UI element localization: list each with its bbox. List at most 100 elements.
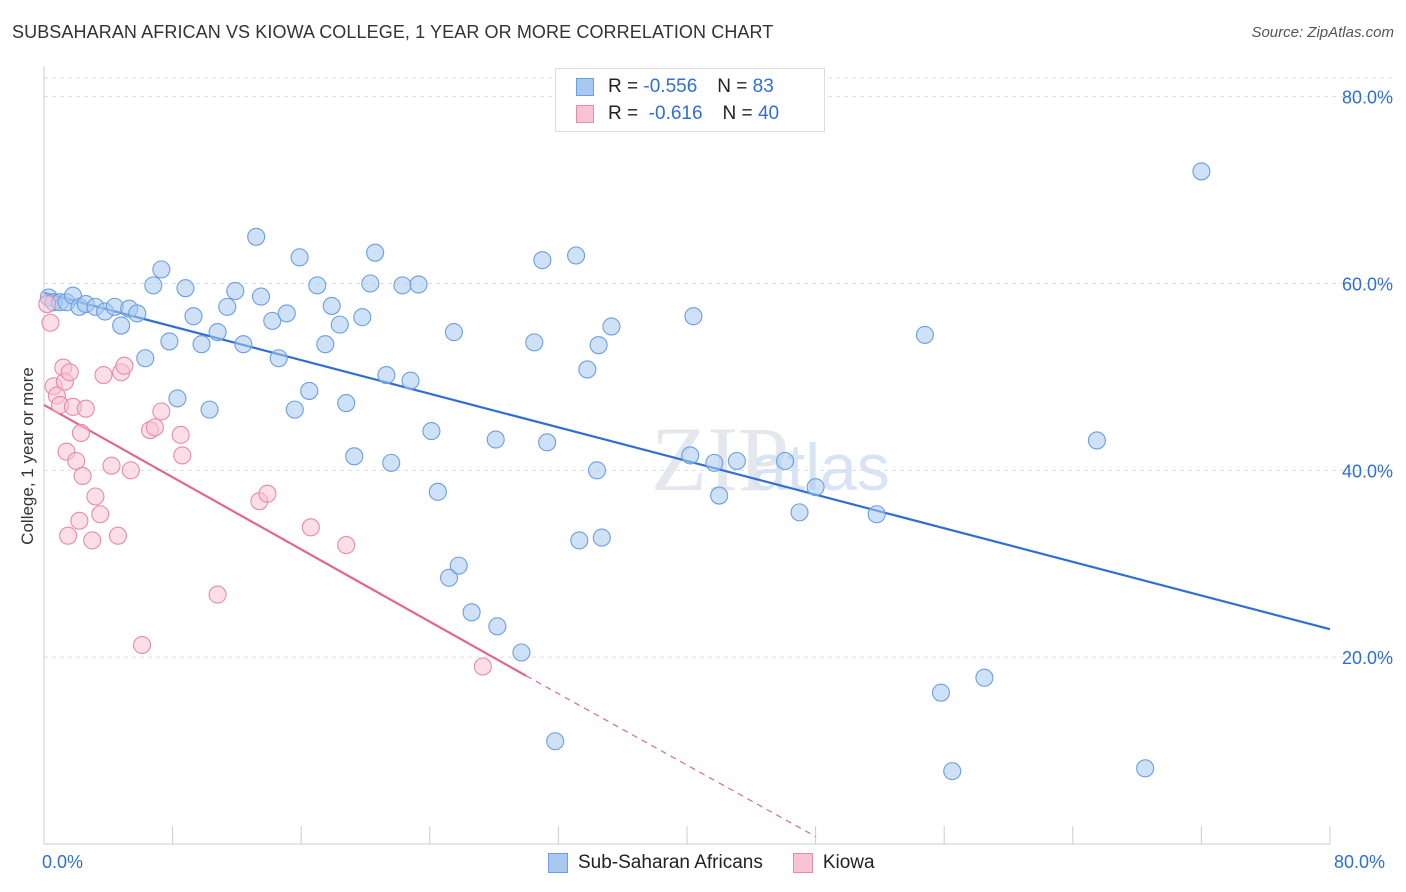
point-sub-saharan — [208, 323, 227, 342]
x-tick-label-max: 80.0% — [1334, 852, 1386, 872]
point-sub-saharan — [546, 732, 565, 751]
bottom-legend-swatch-blue — [548, 853, 568, 873]
point-sub-saharan — [790, 503, 809, 522]
legend-swatch-pink — [576, 105, 594, 123]
point-sub-saharan — [915, 325, 934, 344]
point-sub-saharan — [710, 486, 729, 505]
legend-row-sub-saharan: R = -0.556 N = 83 — [576, 75, 774, 99]
point-sub-saharan — [377, 366, 396, 385]
point-sub-saharan — [192, 335, 211, 354]
point-sub-saharan — [382, 453, 401, 472]
y-tick-label: 40.0% — [1342, 461, 1393, 481]
point-kiowa — [115, 356, 134, 375]
point-sub-saharan — [422, 422, 441, 441]
point-sub-saharan — [322, 296, 341, 315]
point-sub-saharan — [393, 276, 412, 295]
point-kiowa — [86, 487, 105, 506]
legend-box: R = -0.556 N = 83 R = -0.616 N = 40 — [555, 68, 825, 132]
point-sub-saharan — [444, 323, 463, 342]
point-sub-saharan — [330, 315, 349, 334]
point-sub-saharan — [538, 433, 557, 452]
point-sub-saharan — [681, 446, 700, 465]
point-sub-saharan — [176, 279, 195, 298]
point-sub-saharan — [449, 556, 468, 575]
point-sub-saharan — [300, 381, 319, 400]
bottom-legend: Sub-Saharan Africans Kiowa — [548, 852, 905, 874]
legend-n-value: 83 — [752, 76, 774, 97]
point-sub-saharan — [867, 505, 886, 524]
point-sub-saharan — [1136, 759, 1155, 778]
y-axis-title: College, 1 year or more — [18, 367, 37, 545]
point-sub-saharan — [308, 276, 327, 295]
y-tick-label: 20.0% — [1342, 648, 1393, 668]
point-sub-saharan — [570, 531, 589, 550]
point-sub-saharan — [525, 333, 544, 352]
point-sub-saharan — [587, 461, 607, 480]
x-tick-label-min: 0.0% — [42, 852, 84, 872]
point-sub-saharan — [160, 332, 179, 351]
point-kiowa — [208, 585, 227, 604]
legend-r-value: -0.616 — [648, 103, 703, 124]
point-kiowa — [102, 456, 121, 475]
point-sub-saharan — [931, 683, 951, 702]
point-sub-saharan — [263, 311, 282, 330]
point-sub-saharan — [592, 528, 611, 547]
chart-title: SUBSAHARAN AFRICAN VS KIOWA COLLEGE, 1 Y… — [12, 22, 774, 42]
legend-n-label: N = — [717, 76, 748, 97]
point-kiowa — [91, 505, 110, 524]
point-sub-saharan — [512, 643, 531, 662]
chart-source: Source: ZipAtlas.com — [1251, 24, 1394, 41]
point-sub-saharan — [1087, 431, 1106, 450]
trend-line-1 — [43, 403, 527, 677]
point-sub-saharan — [234, 335, 253, 354]
point-sub-saharan — [144, 276, 163, 295]
point-sub-saharan — [285, 400, 304, 419]
point-kiowa — [41, 313, 60, 332]
point-sub-saharan — [251, 287, 271, 306]
point-sub-saharan — [226, 281, 245, 301]
legend-row-kiowa: R = -0.616 N = 40 — [576, 102, 779, 126]
point-sub-saharan — [366, 243, 385, 262]
point-kiowa — [73, 466, 92, 485]
point-sub-saharan — [943, 762, 962, 781]
point-sub-saharan — [684, 307, 703, 326]
y-tick-label: 60.0% — [1342, 275, 1393, 295]
point-kiowa — [152, 402, 171, 421]
point-sub-saharan — [578, 360, 597, 379]
point-sub-saharan — [361, 274, 380, 293]
point-kiowa — [121, 461, 140, 480]
bottom-legend-swatch-pink — [792, 853, 813, 873]
point-sub-saharan — [440, 568, 459, 587]
point-sub-saharan — [776, 451, 795, 471]
point-kiowa — [83, 531, 102, 550]
point-sub-saharan — [486, 430, 505, 449]
point-kiowa — [67, 451, 86, 471]
legend-swatch-blue — [576, 78, 594, 96]
point-kiowa — [171, 425, 190, 444]
point-sub-saharan — [462, 603, 481, 622]
point-sub-saharan — [316, 335, 335, 354]
legend-r-value: -0.556 — [643, 76, 698, 97]
point-sub-saharan — [277, 304, 296, 323]
point-sub-saharan — [128, 304, 147, 323]
point-sub-saharan — [136, 349, 155, 368]
point-kiowa — [38, 295, 57, 314]
point-sub-saharan — [602, 317, 621, 336]
point-sub-saharan — [353, 308, 372, 327]
point-sub-saharan — [112, 316, 131, 335]
point-kiowa — [337, 536, 356, 555]
point-sub-saharan — [488, 617, 507, 636]
point-sub-saharan — [705, 453, 724, 472]
point-sub-saharan — [806, 478, 825, 497]
point-sub-saharan — [290, 248, 309, 267]
point-sub-saharan — [975, 668, 994, 687]
point-kiowa — [59, 526, 78, 545]
point-sub-saharan — [1192, 162, 1211, 181]
bottom-legend-label: Kiowa — [822, 852, 875, 873]
point-kiowa — [108, 526, 127, 545]
legend-n-label: N = — [722, 103, 753, 124]
bottom-legend-item-kiowa: Kiowa — [792, 852, 875, 874]
point-kiowa — [473, 657, 492, 676]
point-kiowa — [71, 423, 91, 443]
